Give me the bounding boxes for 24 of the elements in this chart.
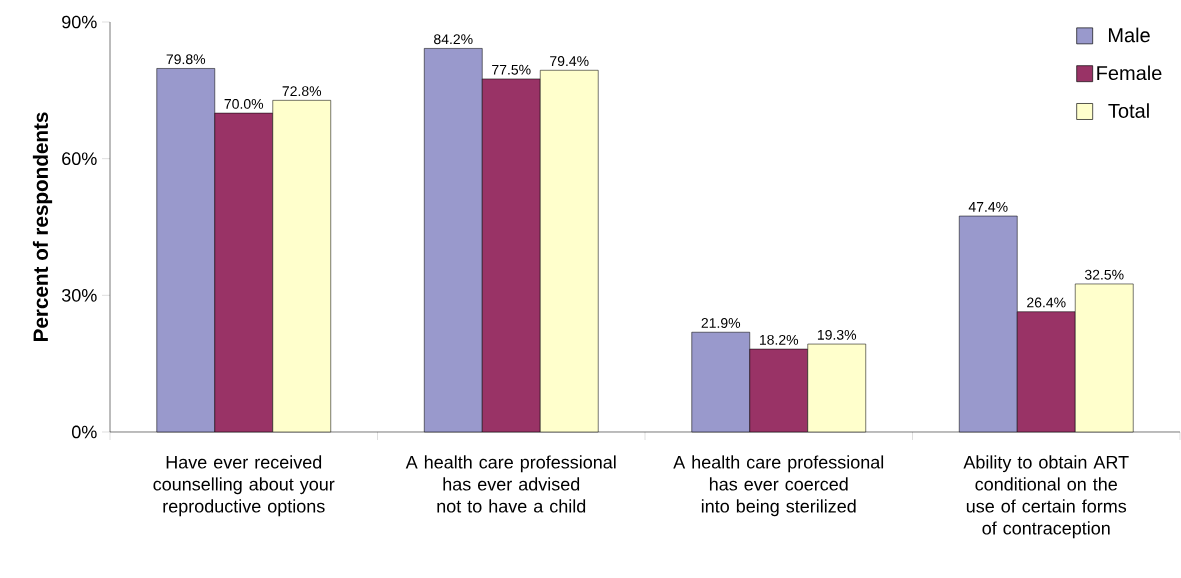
y-tick-label: 0%: [72, 425, 97, 439]
data-label: 26.4%: [1027, 297, 1066, 308]
data-label: 21.9%: [701, 318, 741, 328]
data-label: 47.4%: [968, 202, 1008, 212]
data-label: 77.5%: [492, 64, 531, 75]
x-tick-label: Have ever received counselling about your reproductive options: [153, 455, 335, 517]
data-label: 79.8%: [166, 54, 206, 65]
y-axis-title: Percent of respondents: [32, 112, 53, 342]
data-label: 19.3%: [817, 329, 857, 340]
x-tick-label: A health care professional has ever coerced into being sterilized: [673, 455, 884, 517]
data-label: 84.2%: [434, 34, 473, 45]
data-label: 72.8%: [282, 86, 322, 97]
x-tick-label: Ability to obtain ART conditional on the use of certain forms of contraception: [963, 455, 1129, 539]
data-label: 70.0%: [224, 98, 264, 109]
data-label: 32.5%: [1084, 269, 1124, 280]
legend-label: Male: [1108, 27, 1150, 43]
y-tick-label: 30%: [61, 288, 97, 302]
y-tick-label: 90%: [62, 15, 97, 29]
legend-label: Female: [1097, 65, 1162, 81]
data-label: 18.2%: [759, 334, 799, 345]
x-tick-label: A health care professional has ever advised not to have a child: [405, 455, 616, 513]
y-tick-label: 60%: [62, 152, 97, 166]
legend-label: Total: [1108, 103, 1149, 118]
data-label: 79.4%: [550, 56, 589, 67]
